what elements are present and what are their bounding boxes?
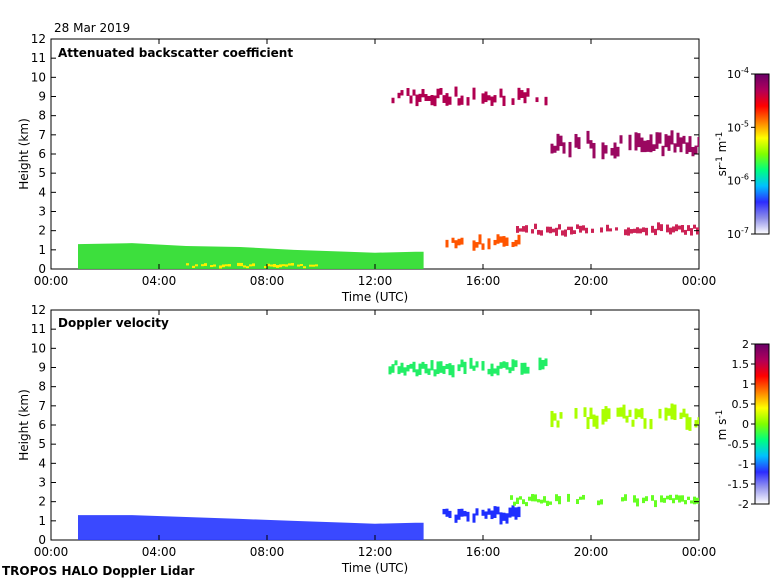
y-tick-label: 1: [38, 243, 46, 257]
x-tick-label: 08:00: [250, 545, 285, 559]
feature-boundary-layer: [78, 243, 424, 269]
x-tick-label: 00:00: [682, 274, 717, 288]
colorbar-tick-label: -1.5: [728, 478, 749, 491]
colorbar-tick-label: 10-5: [727, 119, 749, 134]
x-axis-ticks: 00:00 04:00 08:00 12:00 16:00 20:00 00:00: [34, 310, 717, 559]
y-tick-label: 11: [31, 51, 46, 65]
colorbar-tick-label: 2: [742, 338, 749, 351]
x-tick-label: 08:00: [250, 274, 285, 288]
y-tick-label: 10: [31, 341, 46, 355]
x-tick-label: 12:00: [358, 545, 393, 559]
colorbar-tick-label: 10-4: [727, 66, 749, 81]
feature-residual-layer: [442, 505, 521, 525]
feature-high-cloud-fragments: [391, 86, 548, 107]
y-tick-label: 3: [38, 205, 46, 219]
panel-title: Doppler velocity: [58, 316, 169, 330]
y-axis-label: Height (km): [17, 118, 31, 189]
colorbar: [754, 343, 770, 505]
y-tick-label: 8: [38, 380, 46, 394]
colorbar-tick-label: 10-7: [727, 226, 749, 241]
x-tick-label: 00:00: [34, 274, 69, 288]
x-tick-label: 12:00: [358, 274, 393, 288]
y-tick-label: 7: [38, 399, 46, 413]
y-tick-label: 12: [31, 303, 46, 317]
colorbar-unit-label: m s-1: [715, 410, 729, 441]
feature-surface-layer: [186, 262, 318, 269]
y-tick-label: 11: [31, 322, 46, 336]
colorbar-tick-label: -1: [738, 458, 749, 471]
y-tick-label: 5: [38, 437, 46, 451]
y-tick-label: 6: [38, 147, 46, 161]
x-tick-label: 00:00: [34, 545, 69, 559]
y-axis-label: Height (km): [17, 389, 31, 460]
backscatter-features: [78, 86, 699, 269]
y-tick-label: 12: [31, 32, 46, 46]
colorbar-tick-label: 0.5: [732, 398, 750, 411]
footer-label: TROPOS HALO Doppler Lidar: [2, 564, 195, 578]
colorbar-ticks: -2 -1.5 -1 -0.5 0 0.5 1 1.5 2: [728, 338, 755, 511]
colorbar-tick-label: -2: [738, 498, 749, 511]
y-tick-label: 8: [38, 109, 46, 123]
colorbar-tick-label: -0.5: [728, 438, 749, 451]
x-tick-label: 20:00: [574, 545, 609, 559]
y-tick-label: 1: [38, 514, 46, 528]
y-tick-label: 0: [38, 262, 46, 276]
y-tick-label: 2: [38, 495, 46, 509]
y-tick-label: 3: [38, 476, 46, 490]
x-tick-label: 16:00: [466, 274, 501, 288]
date-label: 28 Mar 2019: [54, 21, 130, 35]
velocity-features: [78, 357, 699, 540]
colorbar-ticks: 10-7 10-6 10-5 10-4: [727, 66, 755, 241]
x-tick-label: 04:00: [142, 274, 177, 288]
feature-residual-layer: [445, 234, 521, 251]
x-axis-label: Time (UTC): [341, 290, 408, 304]
colorbar-tick-label: 0: [742, 418, 749, 431]
y-tick-label: 4: [38, 456, 46, 470]
feature-high-cloud-fragments: [388, 357, 548, 378]
y-tick-label: 5: [38, 166, 46, 180]
feature-boundary-layer: [78, 515, 424, 540]
y-tick-label: 9: [38, 90, 46, 104]
feature-cloud-2-km: [516, 222, 699, 237]
y-tick-label: 10: [31, 70, 46, 84]
y-tick-label: 4: [38, 185, 46, 199]
y-tick-label: 9: [38, 361, 46, 375]
x-tick-label: 00:00: [682, 545, 717, 559]
plot-frame: [50, 309, 700, 541]
y-tick-label: 0: [38, 533, 46, 547]
x-axis-ticks: 00:00 04:00 08:00 12:00 16:00 20:00 00:00: [34, 39, 717, 288]
y-tick-label: 7: [38, 128, 46, 142]
x-tick-label: 16:00: [466, 545, 501, 559]
colorbar-unit-label: sr-1 m-1: [715, 132, 729, 177]
colorbar-tick-label: 1: [742, 378, 749, 391]
feature-cloud-2-km: [510, 493, 699, 508]
x-tick-label: 20:00: [574, 274, 609, 288]
x-tick-label: 04:00: [142, 545, 177, 559]
x-axis-label: Time (UTC): [341, 561, 408, 575]
feature-cirrus: [550, 130, 699, 160]
y-tick-label: 2: [38, 224, 46, 238]
colorbar: [754, 73, 770, 235]
colorbar-tick-label: 10-6: [727, 173, 749, 188]
backscatter-panel: Attenuated backscatter coefficient 01234…: [17, 32, 770, 304]
panel-title: Attenuated backscatter coefficient: [58, 46, 293, 60]
colorbar-tick-label: 1.5: [732, 358, 750, 371]
y-tick-label: 6: [38, 418, 46, 432]
feature-cirrus: [550, 403, 699, 431]
